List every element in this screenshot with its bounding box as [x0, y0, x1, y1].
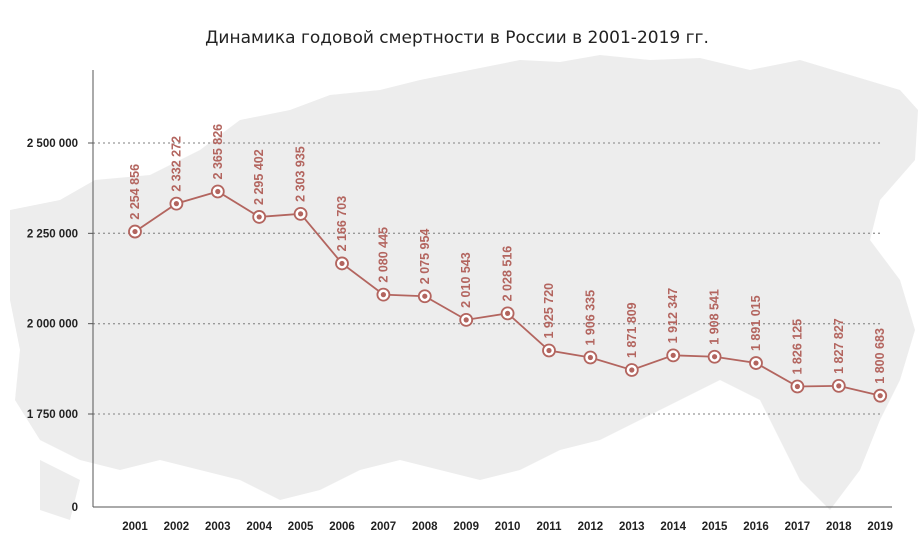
chart-title: Динамика годовой смертности в России в 2…: [205, 28, 709, 48]
x-tick-label: 2017: [785, 521, 811, 533]
data-point: [376, 287, 391, 302]
data-label: 2 075 954: [418, 229, 432, 285]
data-label: 2 295 402: [252, 149, 266, 205]
data-point: [459, 312, 474, 327]
data-point: [790, 379, 805, 394]
x-tick-label: 2009: [453, 521, 479, 533]
data-point-center: [712, 354, 718, 360]
data-points: [128, 184, 888, 403]
data-label: 2 166 703: [335, 196, 349, 252]
x-tick-label: 2002: [164, 521, 190, 533]
x-tick-label: 2019: [867, 521, 893, 533]
data-point-center: [339, 260, 345, 267]
x-tick-label: 2005: [288, 521, 314, 533]
data-point-center: [132, 228, 138, 235]
data-point: [831, 378, 846, 393]
data-point-center: [505, 310, 511, 316]
data-point-center: [463, 317, 469, 323]
data-point: [666, 348, 681, 363]
data-point-center: [256, 214, 262, 220]
x-tick-label: 2011: [537, 521, 563, 533]
data-point-center: [629, 367, 635, 373]
data-label: 2 254 856: [128, 164, 142, 220]
data-point-center: [794, 383, 801, 390]
data-point: [707, 349, 722, 364]
x-tick-label: 2012: [578, 521, 604, 533]
y-tick-label: 2 250 000: [27, 228, 78, 240]
data-label: 2 303 935: [294, 146, 308, 202]
y-tick-label: 0: [72, 502, 78, 514]
data-point: [128, 224, 142, 239]
x-tick-label: 2006: [329, 521, 355, 533]
y-tick-label: 1 750 000: [27, 409, 78, 421]
data-point: [417, 289, 432, 304]
x-tick-label: 2010: [495, 521, 521, 533]
data-point: [749, 356, 763, 370]
x-tick-label: 2007: [371, 521, 397, 533]
data-point-center: [380, 291, 386, 298]
data-point-center: [546, 347, 552, 354]
data-point: [335, 256, 349, 271]
y-tick-label: 2 500 000: [27, 138, 78, 150]
x-tick-labels: 2001 2002 2003 2004 2005 2006 2007 2008 2009 2010…: [122, 521, 893, 533]
data-point: [210, 184, 225, 199]
data-label: 1 925 720: [542, 283, 556, 339]
data-label: 2 080 445: [376, 227, 390, 283]
x-tick-label: 2003: [205, 521, 231, 533]
data-label: 2 365 826: [211, 124, 225, 180]
data-point-center: [836, 383, 842, 389]
data-point: [293, 206, 308, 221]
data-point: [500, 306, 515, 321]
data-label: 1 800 683: [873, 328, 887, 384]
data-point-center: [173, 201, 179, 207]
data-labels: 2 254 856 2 332 272 2 365 826 2 295 402 2 30…: [128, 124, 887, 384]
x-tick-label: 2018: [826, 521, 852, 533]
data-label: 1 906 335: [583, 290, 597, 346]
data-point: [169, 196, 184, 211]
data-label: 2 028 516: [501, 246, 515, 302]
data-label: 1 891 015: [749, 295, 763, 351]
data-point-center: [670, 352, 676, 358]
data-label: 2 332 272: [169, 136, 183, 192]
data-label: 2 010 543: [459, 252, 473, 308]
data-label: 1 826 125: [790, 319, 804, 375]
data-point: [542, 343, 556, 358]
data-point-center: [877, 393, 883, 399]
x-tick-label: 2015: [702, 521, 728, 533]
data-point-center: [422, 293, 428, 299]
data-point: [252, 210, 267, 224]
x-tick-label: 2008: [412, 521, 438, 533]
data-label: 1 871 809: [625, 302, 639, 358]
grid-lines: [88, 142, 880, 415]
background-map-silhouette: [10, 55, 918, 520]
data-point: [583, 350, 598, 365]
data-point: [873, 388, 888, 403]
y-tick-label: 2 000 000: [27, 319, 78, 331]
x-tick-label: 2004: [246, 521, 272, 533]
data-label: 1 908 541: [708, 289, 722, 345]
x-tick-label: 2016: [743, 521, 769, 533]
y-tick-labels: 0 1 750 000 2 000 000 2 250 000 2 500 000: [27, 138, 78, 514]
data-point-center: [215, 188, 221, 195]
data-point-center: [298, 211, 304, 217]
data-label: 1 912 347: [666, 288, 680, 344]
x-tick-label: 2014: [660, 521, 686, 533]
data-label: 1 827 827: [832, 318, 846, 374]
data-point-center: [753, 360, 759, 366]
axes: [92, 70, 892, 508]
data-point-center: [587, 354, 594, 361]
x-tick-label: 2001: [122, 521, 148, 533]
data-point: [624, 363, 639, 377]
x-tick-label: 2013: [619, 521, 645, 533]
